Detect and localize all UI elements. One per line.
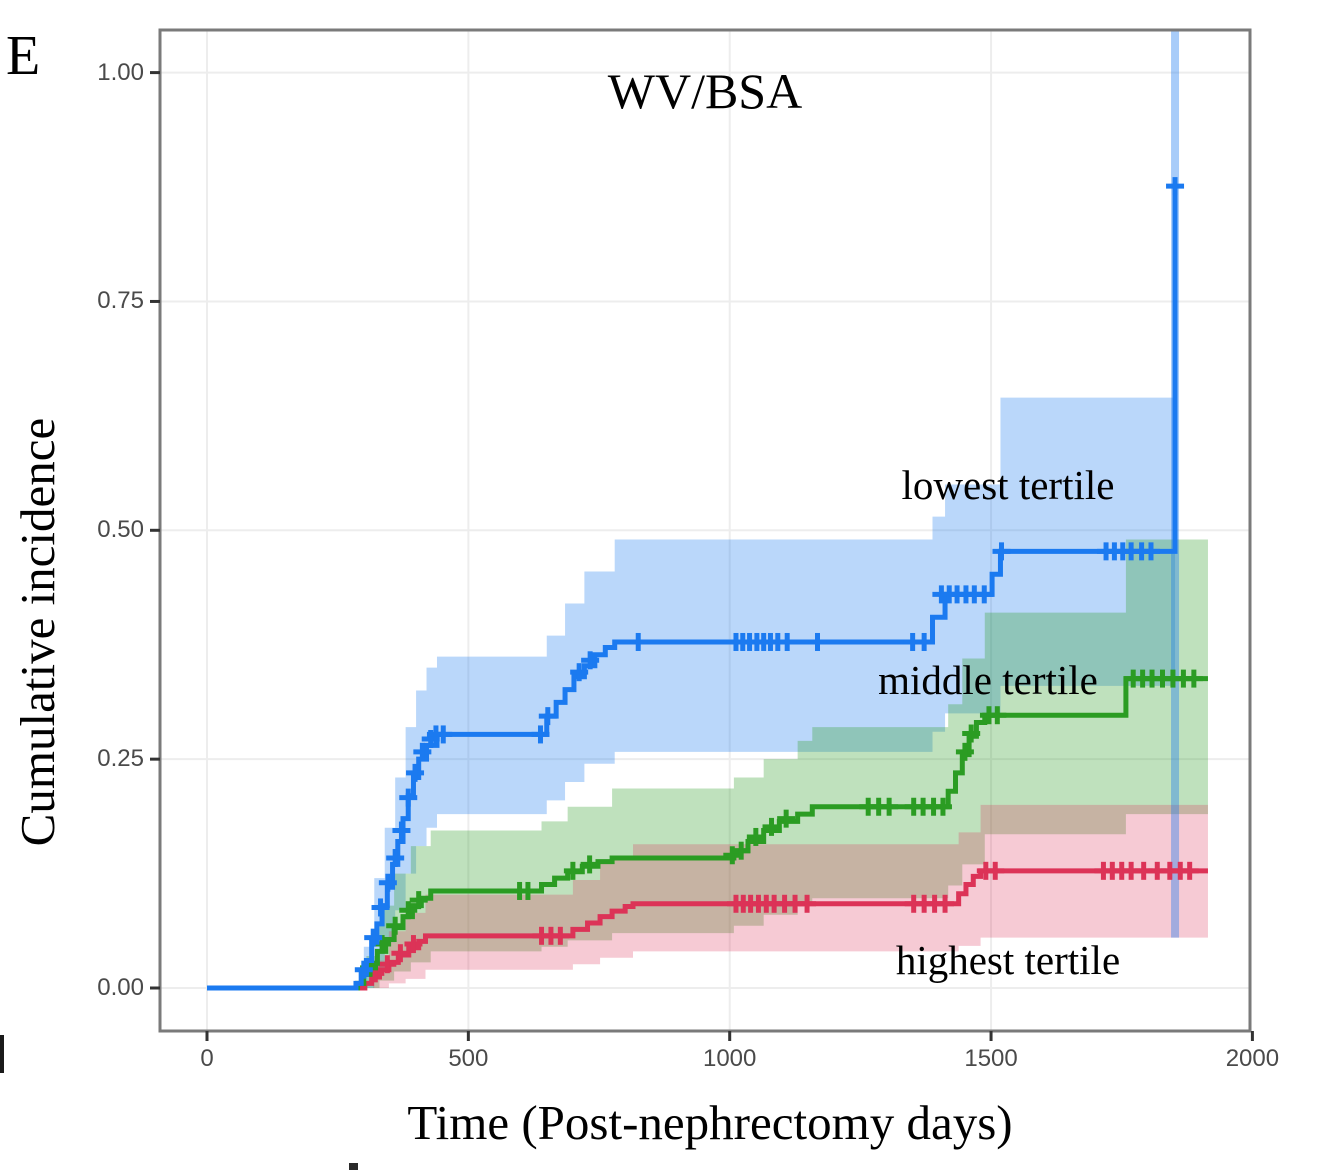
plot-area bbox=[161, 31, 1249, 1030]
censor-marks-lowest-tertile bbox=[354, 177, 1185, 979]
x-tick-label: 2000 bbox=[1225, 1045, 1280, 1072]
y-tick-label: 0.25 bbox=[97, 745, 144, 773]
gridlines bbox=[161, 31, 1249, 1030]
censor-marks-middle-tertile bbox=[360, 669, 1203, 977]
x-axis-title: Time (Post-nephrectomy days) bbox=[407, 1095, 1013, 1150]
panel-label: E bbox=[6, 25, 41, 87]
y-tick-label: 0.75 bbox=[97, 287, 144, 315]
step-curve-highest-tertile bbox=[207, 868, 1208, 991]
series-label-highest-tertile: highest tertile bbox=[895, 937, 1121, 983]
x-tick-label: 500 bbox=[448, 1045, 489, 1072]
cropped-edge-artifact bbox=[0, 1035, 4, 1073]
x-tick-label: 0 bbox=[200, 1045, 214, 1072]
y-tick-label: 0.00 bbox=[97, 974, 144, 1001]
x-tick-label: 1500 bbox=[964, 1045, 1018, 1072]
y-tick-label: 1.00 bbox=[97, 58, 144, 86]
chart-title: WV/BSA bbox=[607, 63, 803, 119]
x-tick-label: 1000 bbox=[702, 1045, 757, 1072]
series-label-lowest-tertile: lowest tertile bbox=[901, 462, 1115, 508]
series-label-middle-tertile: middle tertile bbox=[878, 657, 1098, 703]
axis-ticks bbox=[150, 71, 1254, 1041]
ci-band-lowest-tertile bbox=[354, 397, 1176, 988]
cropped-edge-artifact bbox=[349, 1163, 358, 1170]
y-tick-label: 0.50 bbox=[97, 516, 144, 544]
